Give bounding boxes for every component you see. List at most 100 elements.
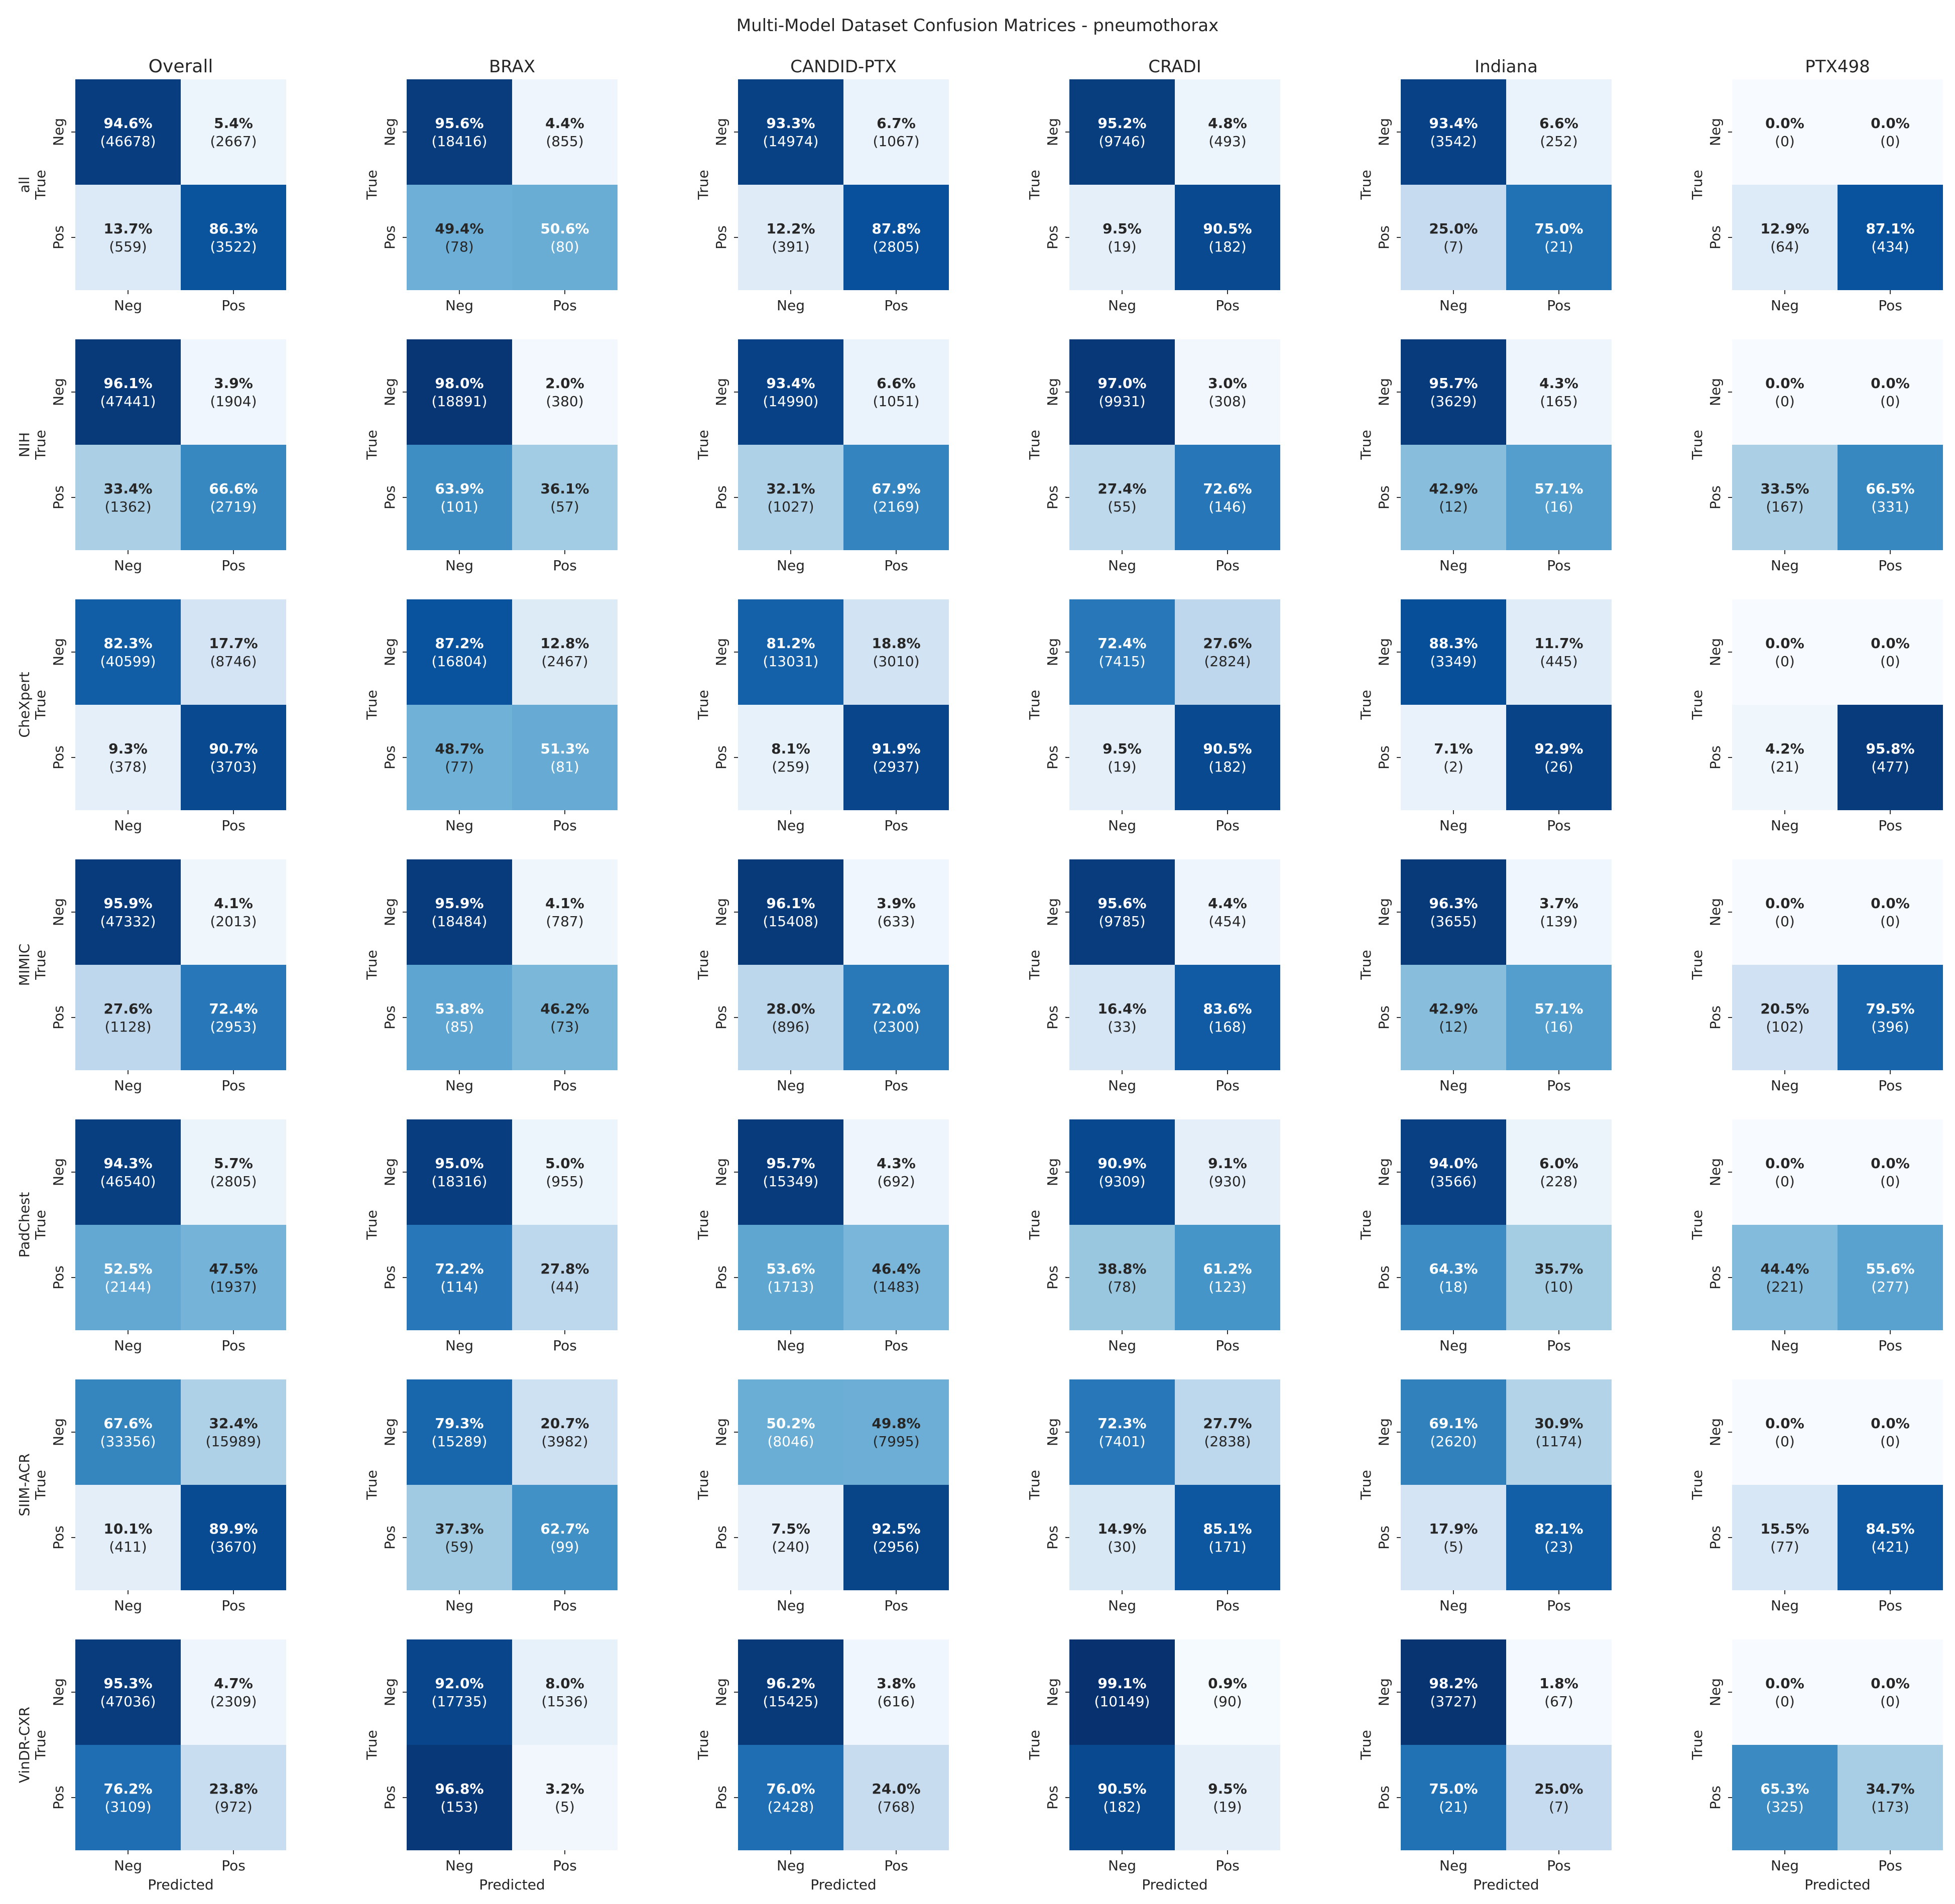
- cell-count-label: (2719): [210, 498, 257, 515]
- cell-neg-neg: [407, 599, 512, 705]
- cell-count-label: (0): [1775, 393, 1795, 410]
- cell-percent-label: 93.3%: [766, 115, 815, 132]
- cell-count-label: (308): [1208, 393, 1246, 410]
- cell-count-label: (955): [546, 1173, 583, 1190]
- cell-neg-neg: [75, 1379, 181, 1485]
- y-axis-label: True: [695, 170, 711, 200]
- cell-neg-neg: [1732, 1379, 1838, 1485]
- x-tick-label: Pos: [1878, 1597, 1902, 1614]
- cell-percent-label: 3.7%: [1539, 895, 1578, 912]
- cell-percent-label: 47.5%: [209, 1260, 258, 1277]
- cell-count-label: (7): [1443, 238, 1463, 255]
- cell-percent-label: 3.0%: [1208, 375, 1247, 392]
- matrix-vindr-cxr-candid-ptx: 96.2%(15425) 3.8%(616) 76.0% (2428) 24.0% (76…: [695, 1639, 949, 1893]
- cell-pos-pos: [1838, 1485, 1943, 1590]
- cell-percent-label: 92.9%: [1534, 740, 1583, 757]
- x-tick-label: Neg: [1771, 1077, 1799, 1094]
- cell-percent-label: 0.0%: [1765, 115, 1804, 132]
- x-tick-label: Neg: [1108, 297, 1136, 314]
- cell-neg-neg: [1732, 1119, 1838, 1225]
- y-tick-label: Pos: [50, 485, 67, 510]
- matrix-vindr-cxr-overall: 95.3%(47036) 4.7%(2309) 76.2% (3109) 23.8% (9…: [16, 1639, 286, 1893]
- cell-percent-label: 3.2%: [545, 1781, 584, 1797]
- cell-percent-label: 97.0%: [1097, 375, 1146, 392]
- cell-neg-neg: [1069, 859, 1175, 965]
- cell-percent-label: 93.4%: [766, 375, 815, 392]
- cell-count-label: (411): [109, 1539, 147, 1555]
- cell-neg-pos: [843, 1379, 949, 1485]
- y-axis-label: True: [1026, 1470, 1043, 1500]
- cell-neg-pos: [512, 79, 618, 185]
- cell-pos-neg: [1069, 1225, 1175, 1330]
- cell-neg-neg: [1732, 79, 1838, 185]
- cell-neg-neg: [1401, 599, 1506, 705]
- matrix-nih-brax: 98.0%(18891) 2.0%(380) 63.9%(101) 36.1%(57)…: [363, 339, 618, 574]
- cell-count-label: (8746): [210, 653, 257, 670]
- cell-count-label: (67): [1544, 1693, 1573, 1710]
- cell-count-label: (3522): [210, 238, 257, 255]
- cell-pos-pos: [1838, 1225, 1943, 1330]
- cell-count-label: (0): [1880, 1173, 1900, 1190]
- cell-count-label: (493): [1208, 133, 1246, 150]
- cell-pos-pos: [1506, 185, 1612, 290]
- cell-count-label: (3727): [1430, 1693, 1477, 1710]
- y-axis-label: True: [363, 690, 380, 720]
- x-tick-label: Pos: [1547, 297, 1571, 314]
- cell-percent-label: 79.3%: [435, 1415, 483, 1432]
- cell-count-label: (1067): [873, 133, 919, 150]
- cell-percent-label: 55.6%: [1866, 1260, 1914, 1277]
- cell-count-label: (15989): [206, 1433, 262, 1450]
- cell-percent-label: 51.3%: [540, 740, 589, 757]
- cell-percent-label: 3.8%: [877, 1675, 916, 1692]
- matrix-grid: Overall BRAX CANDID-PTX CRADI Indiana PTX498 9…: [16, 56, 1943, 1893]
- x-tick-label: Pos: [1215, 1077, 1240, 1094]
- cell-percent-label: 72.6%: [1203, 480, 1252, 497]
- cell-neg-pos: [181, 1119, 286, 1225]
- cell-neg-neg: [738, 859, 843, 965]
- y-axis-label: True: [32, 690, 49, 720]
- cell-count-label: (7995): [873, 1433, 919, 1450]
- x-tick-label: Neg: [1771, 297, 1799, 314]
- y-axis-label: True: [363, 170, 380, 200]
- cell-count-label: (18): [1439, 1279, 1468, 1295]
- cell-neg-neg: [75, 599, 181, 705]
- cell-count-label: (2805): [210, 1173, 257, 1190]
- cell-pos-pos: [1506, 1225, 1612, 1330]
- cell-pos-neg: [738, 705, 843, 810]
- y-tick-label: Neg: [1376, 1678, 1392, 1706]
- x-tick-label: Neg: [777, 1597, 805, 1614]
- cell-percent-label: 12.2%: [766, 220, 815, 237]
- cell-count-label: (0): [1880, 1693, 1900, 1710]
- y-tick-label: Neg: [1044, 1158, 1061, 1186]
- cell-count-label: (171): [1208, 1539, 1246, 1555]
- cell-neg-neg: [738, 339, 843, 445]
- matrix-chexpert-brax: 87.2%(16804) 12.8%(2467) 48.7%(77) 51.3%(81…: [363, 599, 618, 834]
- cell-percent-label: 50.6%: [540, 220, 589, 237]
- x-tick-label: Pos: [884, 1077, 908, 1094]
- cell-count-label: (13031): [763, 653, 819, 670]
- matrix-chexpert-indiana: 88.3%(3349) 11.7%(445) 7.1%(2) 92.9%(26) Neg…: [1358, 599, 1612, 834]
- cell-pos-pos: [1175, 965, 1280, 1070]
- y-tick-label: Pos: [1707, 1005, 1724, 1030]
- cell-count-label: (16804): [432, 653, 487, 670]
- cell-percent-label: 0.0%: [1871, 1675, 1910, 1692]
- cell-neg-pos: [181, 1379, 286, 1485]
- cell-count-label: (18891): [432, 393, 487, 410]
- cell-count-label: (47441): [100, 393, 156, 410]
- x-tick-label: Neg: [114, 1597, 142, 1614]
- matrix-siim-acr-indiana: 69.1%(2620) 30.9%(1174) 17.9% (5) 82.1% (23) N…: [1358, 1379, 1612, 1614]
- cell-count-label: (19): [1108, 758, 1136, 775]
- cell-count-label: (396): [1871, 1019, 1909, 1035]
- cell-count-label: (46678): [100, 133, 156, 150]
- y-tick-label: Neg: [1376, 898, 1392, 926]
- matrix-all-indiana: 93.4%(3542) 6.6%(252) 25.0%(7) 75.0%(21) Neg…: [1358, 79, 1612, 314]
- cell-count-label: (421): [1871, 1539, 1909, 1555]
- cell-percent-label: 17.9%: [1429, 1520, 1478, 1537]
- y-tick-label: Neg: [713, 1158, 729, 1186]
- cell-count-label: (10): [1544, 1279, 1573, 1295]
- y-tick-label: Pos: [713, 1265, 729, 1290]
- cell-neg-neg: [1401, 79, 1506, 185]
- x-axis-label: Predicted: [1804, 1876, 1870, 1893]
- cell-pos-neg: [1069, 705, 1175, 810]
- cell-count-label: (168): [1208, 1019, 1246, 1035]
